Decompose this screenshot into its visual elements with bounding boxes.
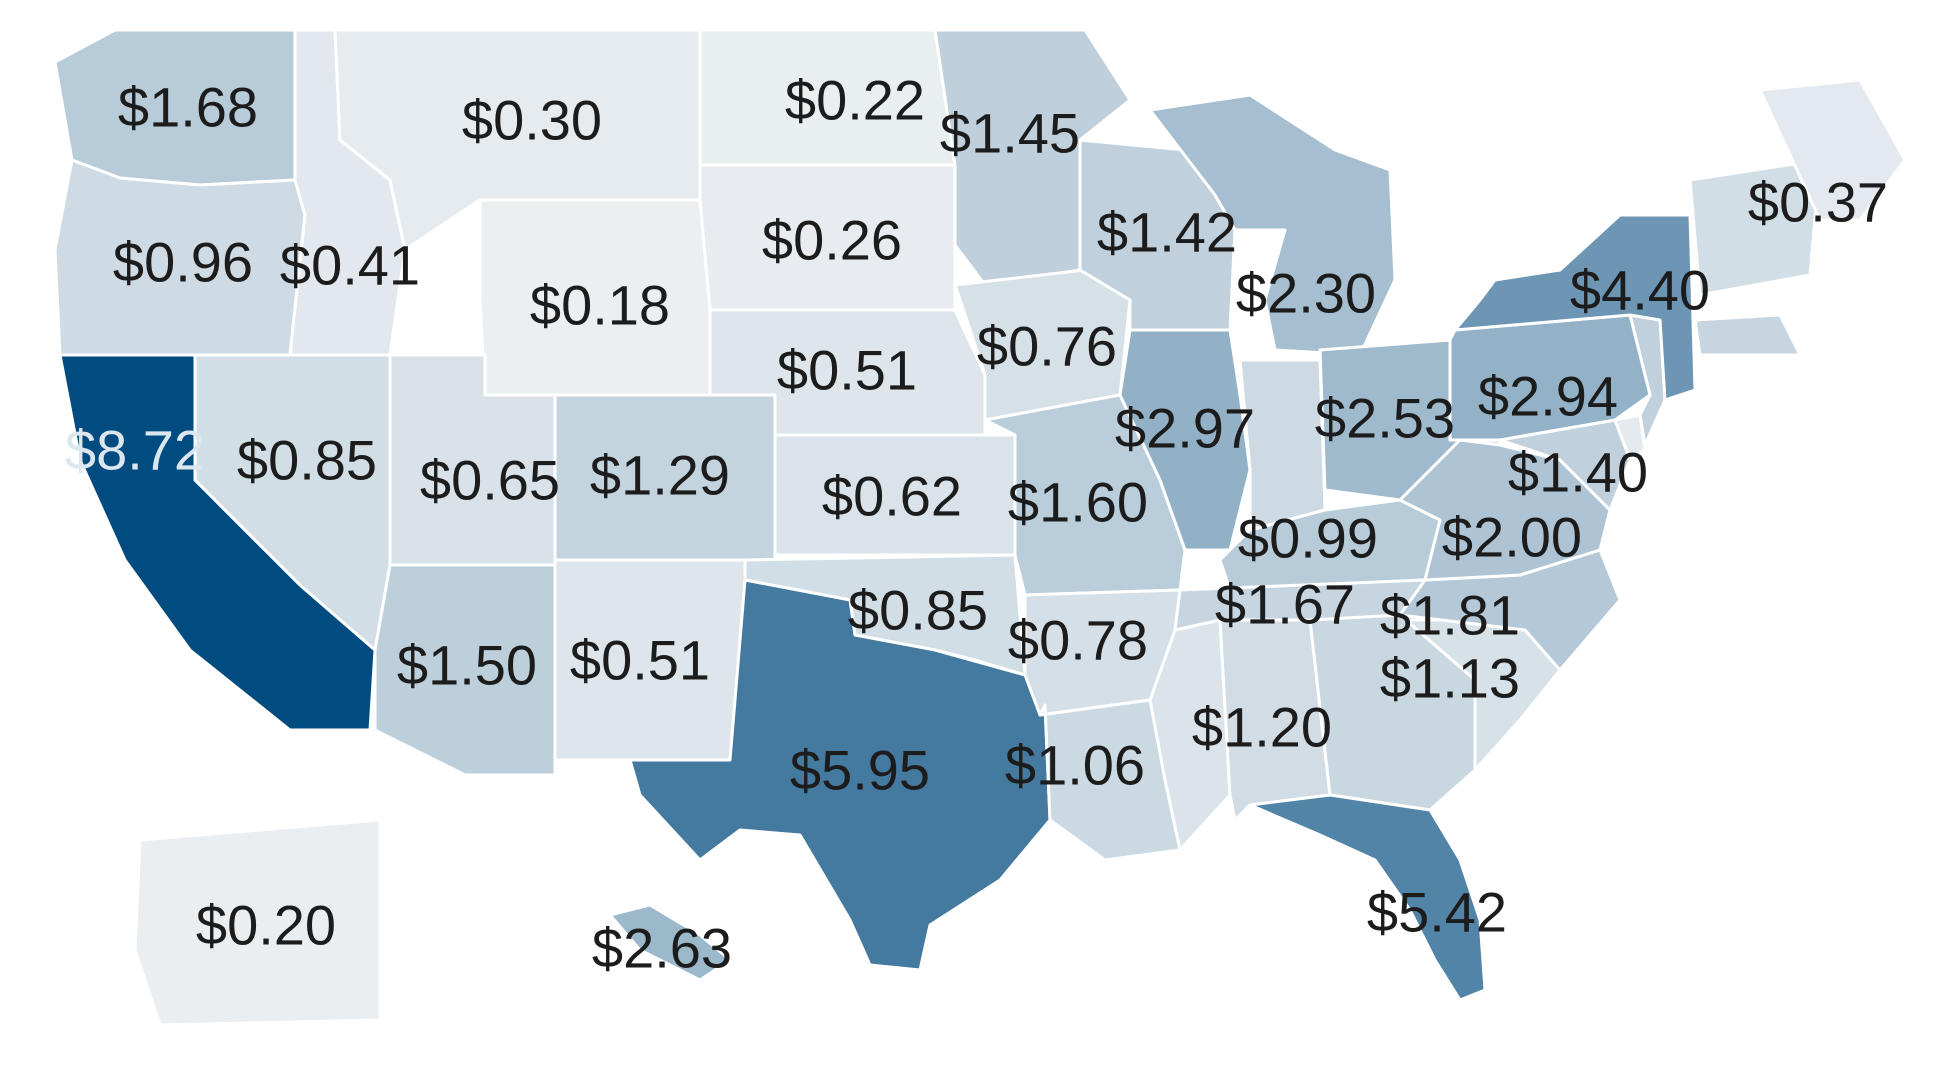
state-label-mo: $1.60 [1008,471,1148,534]
state-shape-ak [133,818,382,1027]
state-label-wy: $0.18 [530,274,670,337]
state-label-mn: $1.45 [940,102,1080,165]
state-shape-new-england [1688,158,1822,297]
state-label-id: $0.41 [280,234,420,297]
state-label-in: $0.99 [1238,507,1378,570]
state-label-co: $1.29 [590,444,730,507]
state-label-tn: $1.20 [1192,696,1332,759]
state-shape-pa [1448,313,1652,442]
state-label-me: $0.37 [1748,171,1888,234]
state-label-wi: $1.42 [1097,201,1237,264]
state-label-nm: $0.51 [570,629,710,692]
state-shape-la [1038,698,1182,862]
state-label-ok: $0.85 [848,579,988,642]
state-label-hi: $2.63 [592,917,732,980]
state-shape-va [1398,438,1612,582]
state-label-ar: $0.78 [1008,609,1148,672]
state-label-la: $1.06 [1005,734,1145,797]
state-label-ky: $1.67 [1215,573,1355,636]
state-label-or: $0.96 [113,231,253,294]
state-label-tx: $5.95 [790,739,930,802]
state-shape-ma [1693,313,1802,357]
state-shape-hi [608,903,732,982]
state-label-ak: $0.20 [196,894,336,957]
state-shape-me [1758,78,1907,222]
state-label-il: $2.97 [1115,397,1255,460]
state-label-va: $2.00 [1442,506,1582,569]
state-label-wa: $1.68 [118,76,258,139]
state-label-md: $1.40 [1508,441,1648,504]
state-label-mi: $2.30 [1236,262,1376,325]
state-shape-ny [1453,213,1697,402]
state-label-ks: $0.62 [822,465,962,528]
state-label-sd: $0.26 [762,209,902,272]
state-label-ca: $8.72 [65,419,205,482]
state-label-ny: $4.40 [1570,259,1710,322]
state-label-ia: $0.76 [977,315,1117,378]
state-shape-fl [1248,793,1487,1002]
state-shapes [53,28,1907,1027]
state-label-mt: $0.30 [462,89,602,152]
state-label-nd: $0.22 [785,69,925,132]
state-label-az: $1.50 [397,634,537,697]
state-label-ga: $1.13 [1380,647,1520,710]
state-value-labels: $1.68 $0.96 $8.72 $0.41 $0.30 $0.18 $0.85 $0.65… [65,69,1888,980]
state-label-fl: $5.42 [1367,881,1507,944]
state-label-oh: $2.53 [1315,387,1455,450]
state-shape-tx [628,578,1052,972]
state-label-pa: $2.94 [1478,365,1618,428]
state-shape-mi [1148,93,1397,357]
state-label-ut: $0.65 [420,449,560,512]
state-label-nv: $0.85 [237,429,377,492]
state-label-nc: $1.81 [1380,584,1520,647]
state-label-ne: $0.51 [777,339,917,402]
